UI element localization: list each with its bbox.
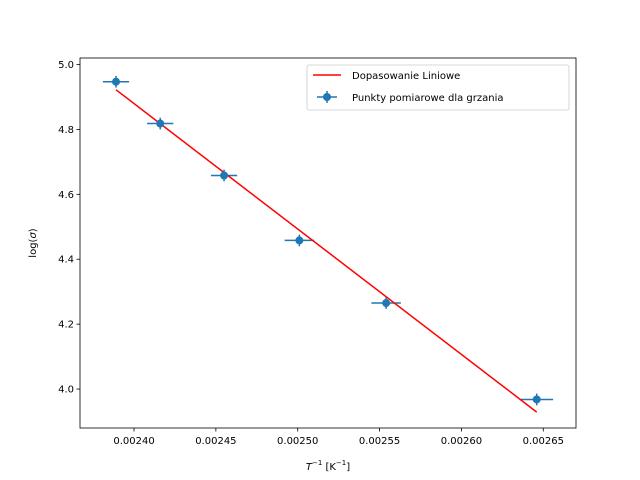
series-layer (102, 75, 554, 413)
data-point (156, 119, 165, 128)
y-axis-ticks: 4.0 4.2 4.4 4.6 4.8 5.0 (58, 60, 80, 396)
legend-marker-swatch (317, 91, 337, 103)
y-tick-label: 5.0 (58, 60, 74, 71)
fit-line (115, 89, 538, 413)
y-tick-label: 4.4 (58, 255, 74, 266)
x-tick-label: 0.00250 (277, 436, 318, 447)
data-point (112, 77, 121, 86)
x-tick-label: 0.00240 (113, 436, 154, 447)
y-tick-label: 4.2 (58, 320, 74, 331)
legend: Dopasowanie Liniowe Punkty pomiarowe dla… (306, 64, 570, 111)
x-tick-label: 0.00245 (195, 436, 236, 447)
data-point (532, 395, 541, 404)
y-axis-label: log(σ) (28, 228, 39, 258)
x-tick-label: 0.00255 (359, 436, 400, 447)
data-point (220, 171, 229, 180)
legend-label-fit: Dopasowanie Liniowe (352, 71, 460, 82)
y-tick-label: 4.6 (58, 190, 74, 201)
data-point (295, 236, 304, 245)
x-tick-label: 0.00260 (441, 436, 482, 447)
legend-box (306, 64, 570, 111)
plot-area (80, 58, 576, 428)
y-tick-label: 4.0 (58, 385, 74, 396)
x-tick-label: 0.00265 (523, 436, 564, 447)
y-tick-label: 4.8 (58, 125, 74, 136)
plot-frame (79, 57, 577, 429)
data-point (382, 299, 391, 308)
x-axis-label: T−1 [K−1] (306, 459, 350, 473)
legend-label-points: Punkty pomiarowe dla grzania (352, 93, 503, 104)
x-axis-ticks: 0.00240 0.00245 0.00250 0.00255 0.00260 0.002… (113, 428, 564, 447)
